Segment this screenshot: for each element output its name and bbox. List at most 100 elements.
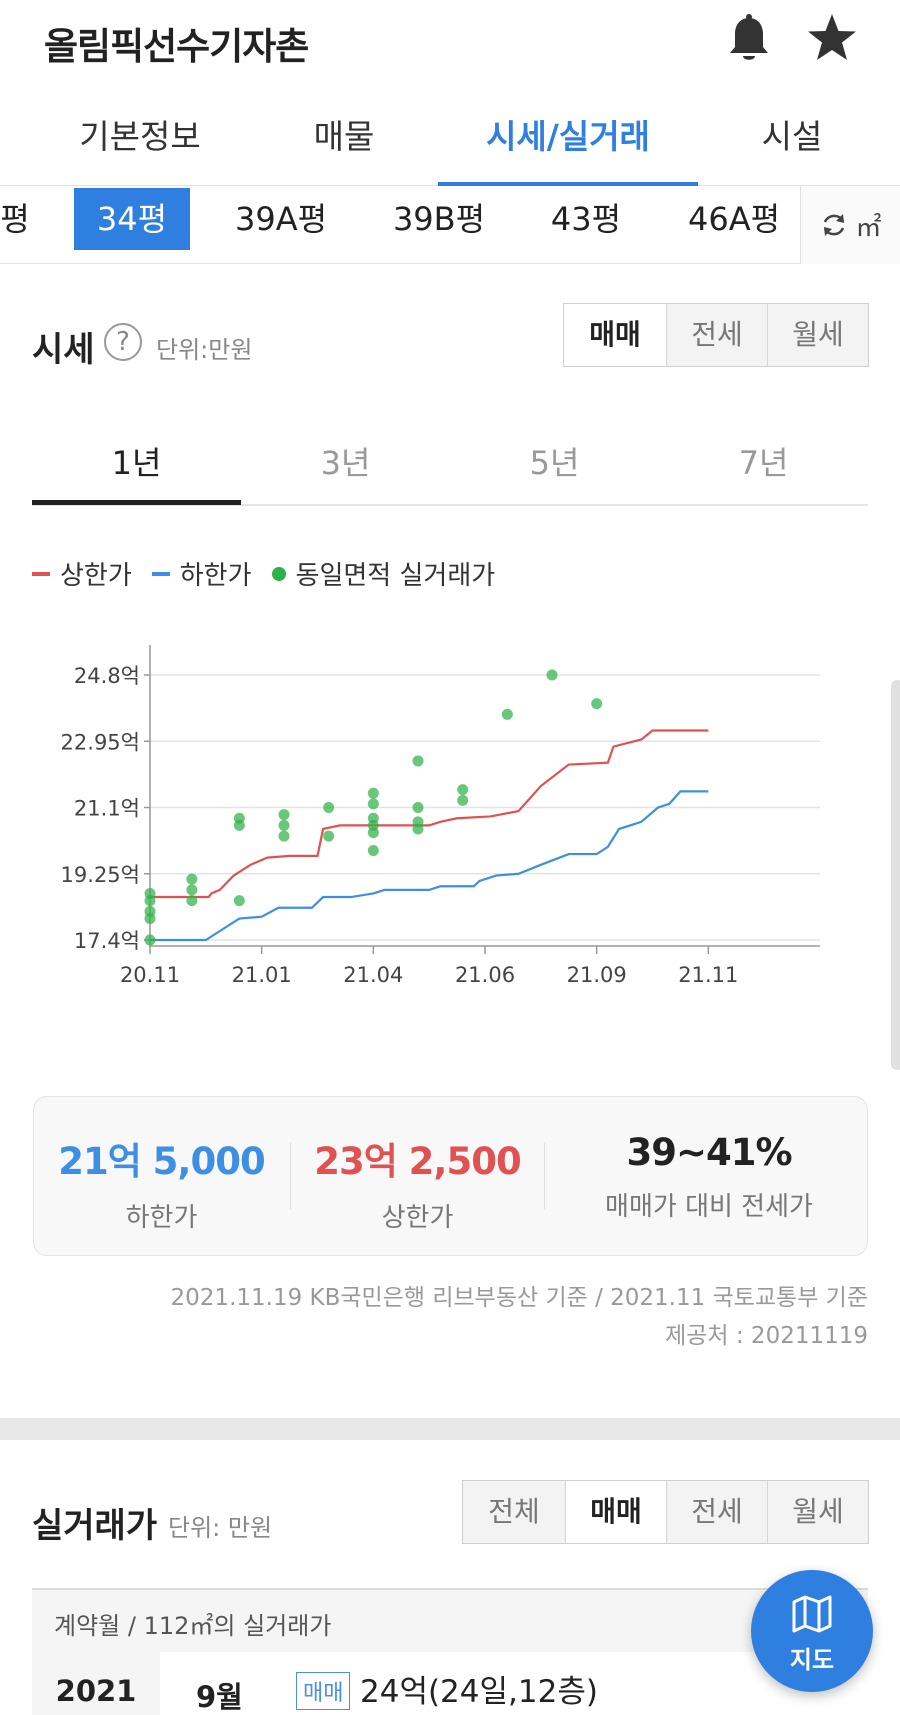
tx-type-all[interactable]: 전체	[488, 1495, 540, 1528]
star-icon[interactable]	[806, 12, 858, 64]
row-price: 24억(24일,12층)	[360, 1674, 598, 1710]
transaction-point	[233, 895, 245, 907]
y-tick-label: 22.95억	[61, 730, 140, 754]
active-period-indicator	[32, 500, 241, 505]
summary-divider	[290, 1143, 291, 1209]
summary-low: 21억 5,000 하한가	[34, 1131, 289, 1234]
transaction-point	[457, 794, 469, 806]
legend-upper-label: 상한가	[60, 561, 132, 591]
provider-note: 제공처 : 20211119	[665, 1323, 868, 1349]
tx-type-monthly[interactable]: 월세	[767, 1481, 868, 1543]
transactions-table-header: 계약월 / 112㎡의 실거래가	[32, 1588, 868, 1652]
x-tick-label: 21.06	[455, 963, 515, 987]
summary-ratio: 39~41% 매매가 대비 전세가	[579, 1131, 839, 1223]
transactions-title: 실거래가	[32, 1506, 158, 1546]
x-tick-label: 21.09	[567, 963, 627, 987]
summary-ratio-value: 39~41%	[626, 1131, 792, 1174]
summary-divider	[544, 1143, 545, 1209]
transaction-point	[412, 755, 424, 767]
row-month: 9월	[196, 1680, 243, 1714]
tab-basic-info[interactable]: 기본정보	[79, 117, 201, 156]
transaction-point	[278, 809, 290, 821]
x-tick-label: 21.01	[232, 963, 292, 987]
page-title: 올림픽선수기자촌	[44, 25, 309, 68]
legend-upper: 상한가	[32, 555, 132, 592]
transaction-point	[546, 669, 558, 681]
summary-high-value: 23억 2,500	[314, 1140, 521, 1183]
bell-icon[interactable]	[726, 14, 772, 66]
legend-transactions-swatch	[271, 566, 286, 581]
legend-transactions-label: 동일면적 실거래가	[295, 561, 496, 591]
size-chip-34[interactable]: 34평	[74, 188, 190, 250]
price-chart[interactable]: 24.8억 22.95억 21.1억 19.25억 17.4억 20.11 21.01 21.…	[30, 640, 860, 1010]
y-tick-label: 17.4억	[74, 929, 140, 953]
tab-price-transactions[interactable]: 시세/실거래	[486, 117, 650, 156]
period-tabs: 1년 3년 5년 7년	[32, 430, 868, 506]
transaction-point	[412, 802, 424, 813]
map-button[interactable]: 지도	[751, 1570, 873, 1692]
size-selector: 평 34평 39A평 39B평 43평 46A평 ㎡	[0, 186, 900, 264]
transaction-point	[186, 884, 198, 896]
transaction-point	[591, 698, 603, 710]
transaction-type-segment: 전체 매매 전세 월세	[462, 1480, 869, 1544]
tab-facilities[interactable]: 시설	[761, 117, 823, 156]
legend-lower: 하한가	[151, 555, 252, 592]
deal-type-jeonse[interactable]: 전세	[666, 304, 767, 366]
tx-type-sale[interactable]: 매매	[565, 1481, 666, 1543]
x-tick-label: 20.11	[120, 963, 180, 987]
legend-lower-label: 하한가	[179, 561, 252, 591]
transaction-point	[323, 802, 335, 813]
scrollbar[interactable]	[891, 680, 900, 1070]
x-tick-label: 21.04	[343, 963, 403, 987]
tx-type-jeonse[interactable]: 전세	[666, 1481, 767, 1543]
section-divider	[0, 1418, 900, 1440]
table-row[interactable]: 2021 9월 매매 24억(24일,12층)	[32, 1652, 868, 1715]
transaction-point	[186, 895, 198, 907]
transaction-point	[367, 827, 379, 839]
active-tab-indicator	[438, 182, 698, 186]
refresh-icon	[824, 214, 845, 236]
map-button-label: 지도	[789, 1646, 835, 1674]
transaction-point	[457, 784, 469, 796]
size-chip-43[interactable]: 43평	[550, 200, 622, 238]
price-summary: 21억 5,000 하한가 23억 2,500 상한가 39~41% 매매가 대…	[33, 1096, 868, 1256]
row-deal-tag: 매매	[296, 1672, 351, 1710]
chart-legend: 상한가 하한가 동일면적 실거래가	[32, 555, 515, 592]
transaction-point	[501, 708, 513, 720]
transactions-unit-label: 단위: 만원	[168, 1514, 273, 1542]
summary-low-label: 하한가	[125, 1203, 198, 1233]
period-3y[interactable]: 3년	[320, 444, 371, 482]
transaction-point	[412, 823, 424, 835]
transaction-point	[367, 844, 379, 856]
transaction-point	[278, 819, 290, 831]
x-tick-label: 21.11	[678, 963, 738, 987]
transaction-point	[278, 830, 290, 842]
deal-type-segment: 매매 전세 월세	[563, 303, 869, 367]
size-chip-39b[interactable]: 39B평	[392, 200, 486, 238]
price-section-title: 시세	[32, 330, 95, 370]
legend-transactions: 동일면적 실거래가	[271, 555, 496, 592]
unit-label: ㎡	[855, 212, 882, 243]
transaction-point	[144, 913, 156, 925]
size-chip[interactable]: 평	[0, 200, 30, 238]
series-line-lower	[150, 790, 709, 942]
transaction-point	[367, 798, 379, 810]
y-tick-label: 21.1억	[74, 797, 140, 821]
help-icon[interactable]: ?	[104, 323, 142, 361]
transaction-point	[323, 830, 335, 842]
unit-toggle-button[interactable]: ㎡	[800, 186, 900, 264]
deal-type-sale[interactable]: 매매	[564, 304, 666, 366]
tab-listings[interactable]: 매물	[313, 117, 375, 156]
legend-lower-swatch	[151, 571, 170, 576]
size-chip-46a[interactable]: 46A평	[687, 200, 781, 238]
size-chip-39a[interactable]: 39A평	[234, 200, 328, 238]
y-tick-label: 19.25억	[61, 863, 140, 887]
transaction-point	[233, 819, 245, 831]
source-note: 2021.11.19 KB국민은행 리브부동산 기준 / 2021.11 국토교…	[170, 1285, 868, 1311]
transaction-point	[186, 873, 198, 885]
transaction-point	[144, 934, 156, 946]
period-5y[interactable]: 5년	[529, 444, 580, 482]
period-7y[interactable]: 7년	[738, 444, 789, 482]
period-1y[interactable]: 1년	[111, 444, 162, 482]
deal-type-monthly[interactable]: 월세	[767, 304, 868, 366]
